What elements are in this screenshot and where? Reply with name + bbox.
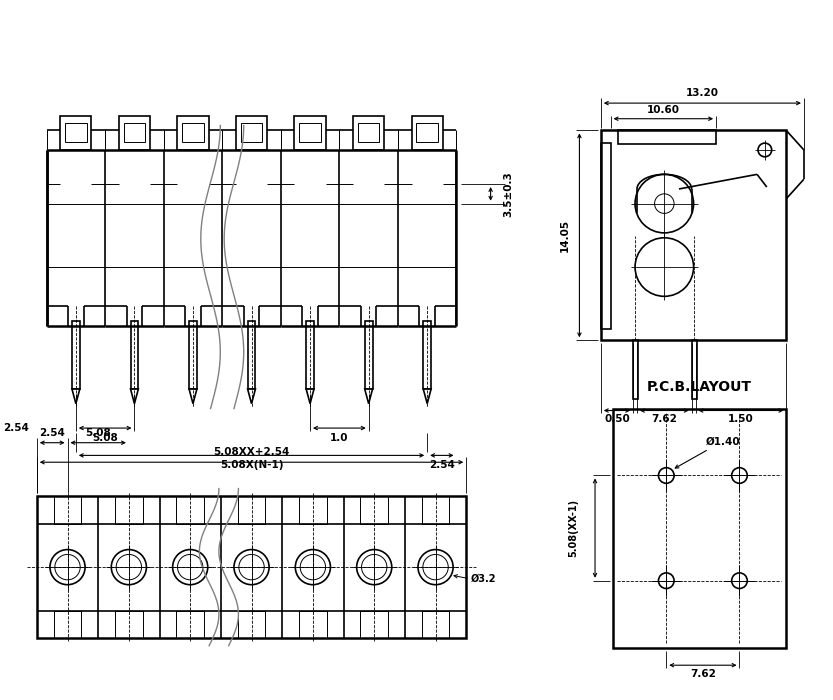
Text: P.C.B.LAYOUT: P.C.B.LAYOUT (647, 380, 752, 394)
Bar (247, 321, 256, 389)
Bar (295, 116, 326, 150)
Bar (421, 496, 449, 524)
Bar (182, 122, 204, 142)
Text: 7.62: 7.62 (690, 669, 716, 679)
Bar (361, 610, 388, 638)
Text: 2.54: 2.54 (429, 460, 455, 470)
Text: 13.20: 13.20 (686, 88, 719, 98)
Bar (237, 610, 266, 638)
Bar (601, 143, 611, 328)
Bar (72, 321, 80, 389)
Bar (60, 116, 92, 150)
Bar (131, 321, 138, 389)
Bar (416, 122, 438, 142)
Bar (353, 116, 384, 150)
Bar (123, 122, 145, 142)
Bar (241, 122, 262, 142)
Text: 1.50: 1.50 (728, 414, 754, 424)
Text: 5.08(XX-1): 5.08(XX-1) (569, 499, 579, 557)
Bar (612, 409, 786, 648)
Bar (358, 122, 379, 142)
Bar (361, 496, 388, 524)
Bar (365, 321, 372, 389)
Text: 5.08: 5.08 (85, 428, 111, 438)
Bar (37, 496, 466, 638)
Text: Ø3.2: Ø3.2 (471, 574, 496, 584)
Polygon shape (247, 389, 256, 404)
Text: 1.0: 1.0 (330, 433, 349, 443)
Bar (299, 496, 327, 524)
Polygon shape (189, 389, 197, 404)
Bar (119, 116, 150, 150)
Bar (189, 321, 197, 389)
Polygon shape (423, 389, 431, 404)
Text: 5.08XX+2.54: 5.08XX+2.54 (213, 447, 290, 458)
Text: Ø1.40: Ø1.40 (676, 436, 740, 468)
Bar (237, 496, 266, 524)
Bar (53, 610, 82, 638)
Polygon shape (72, 389, 80, 404)
Bar (307, 321, 314, 389)
Text: 7.62: 7.62 (651, 414, 677, 424)
Text: 10.60: 10.60 (647, 105, 680, 115)
Text: 2.54: 2.54 (39, 428, 65, 438)
Text: 0.50: 0.50 (604, 414, 630, 424)
Text: 5.08: 5.08 (92, 433, 118, 443)
Bar (177, 116, 208, 150)
Bar (601, 130, 786, 340)
Bar (633, 340, 638, 399)
Bar (691, 340, 696, 399)
Text: 2.54: 2.54 (3, 423, 29, 433)
Bar (177, 610, 204, 638)
Bar (53, 496, 82, 524)
Bar (618, 130, 716, 144)
Text: 3.5±0.3: 3.5±0.3 (503, 171, 513, 217)
Bar (65, 122, 87, 142)
Bar (421, 610, 449, 638)
Bar (299, 610, 327, 638)
Polygon shape (365, 389, 372, 404)
Bar (412, 116, 443, 150)
Bar (115, 496, 142, 524)
Bar (177, 496, 204, 524)
Bar (299, 122, 321, 142)
Bar (236, 116, 267, 150)
Bar (115, 610, 142, 638)
Text: 14.05: 14.05 (560, 219, 570, 252)
Polygon shape (307, 389, 314, 404)
Polygon shape (131, 389, 138, 404)
Text: 5.08X(N-1): 5.08X(N-1) (220, 460, 283, 470)
Bar (423, 321, 431, 389)
